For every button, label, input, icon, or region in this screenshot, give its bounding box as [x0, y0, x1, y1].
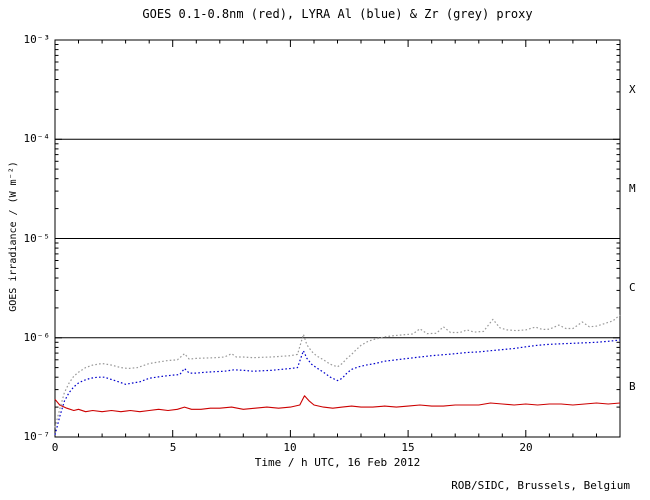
y-tick-label: 10⁻⁷	[23, 430, 51, 443]
y-tick-label: 10⁻⁴	[23, 132, 51, 145]
x-tick-label: 15	[401, 441, 415, 454]
series-lyra-al-proxy	[54, 339, 621, 436]
chart-title: GOES 0.1-0.8nm (red), LYRA Al (blue) & Z…	[142, 7, 533, 21]
credit-text: ROB/SIDC, Brussels, Belgium	[451, 479, 630, 492]
flare-class-label: X	[629, 83, 636, 96]
flare-class-label: C	[629, 281, 636, 294]
flare-class-label: M	[629, 182, 636, 195]
flare-class-label: B	[629, 380, 636, 393]
series-lyra-zr-proxy	[54, 314, 621, 428]
x-tick-label: 0	[51, 441, 59, 454]
x-tick-label: 10	[283, 441, 297, 454]
y-tick-label: 10⁻⁵	[23, 232, 51, 245]
x-tick-label: 20	[519, 441, 533, 454]
x-tick-label: 5	[169, 441, 177, 454]
series-goes-0-1-0-8nm	[54, 395, 621, 413]
y-tick-label: 10⁻³	[23, 33, 51, 46]
x-axis-title: Time / h UTC, 16 Feb 2012	[254, 456, 421, 469]
y-tick-label: 10⁻⁶	[23, 331, 51, 344]
